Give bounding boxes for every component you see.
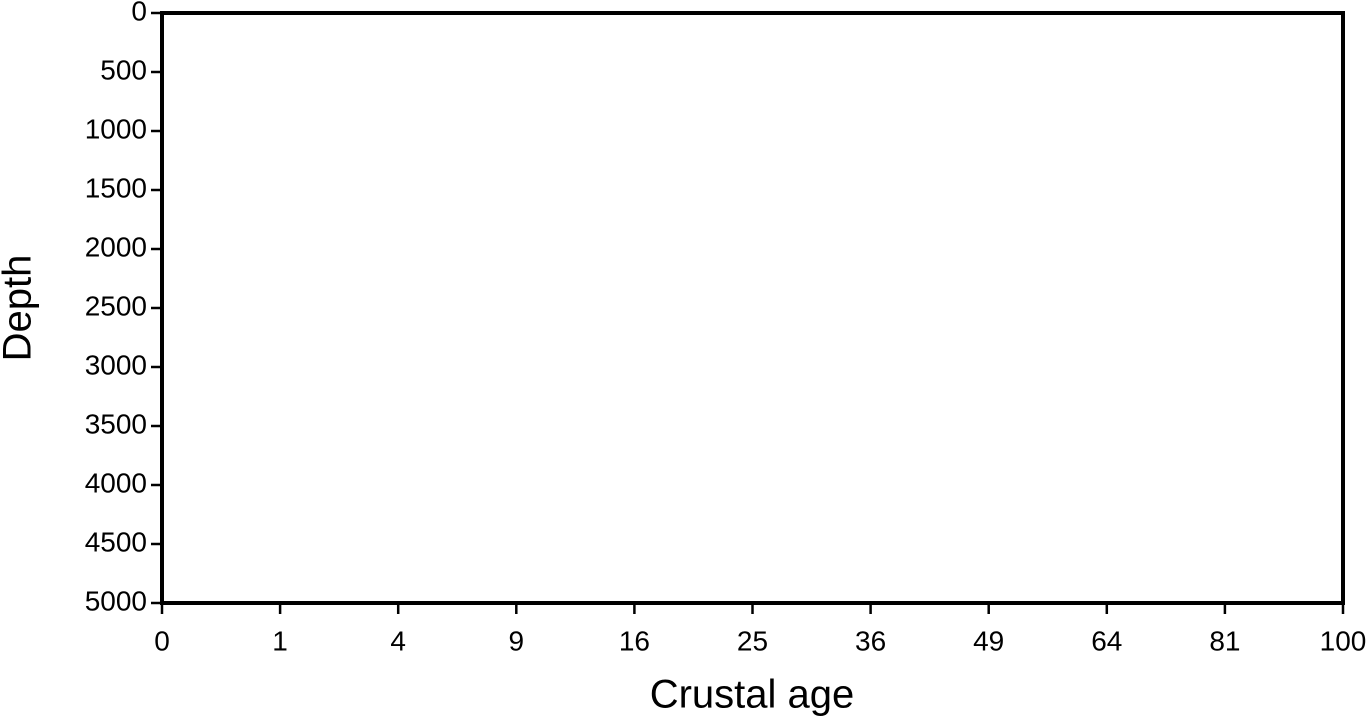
x-tick-label: 4 xyxy=(390,625,406,656)
y-tick-label: 500 xyxy=(100,54,147,85)
x-tick-label: 1 xyxy=(272,625,288,656)
y-tick-label: 4000 xyxy=(85,467,147,498)
y-tick-label: 2000 xyxy=(85,231,147,262)
x-tick-label: 0 xyxy=(154,625,170,656)
x-tick-label: 25 xyxy=(737,625,768,656)
x-tick-label: 64 xyxy=(1091,625,1122,656)
x-axis-title: Crustal age xyxy=(650,673,855,717)
x-tick-label: 100 xyxy=(1320,625,1367,656)
plot-frame xyxy=(160,11,1345,605)
y-tick-label: 4500 xyxy=(85,526,147,557)
x-tick-label: 81 xyxy=(1209,625,1240,656)
y-axis-title: Depth xyxy=(0,255,40,362)
y-tick-label: 2500 xyxy=(85,290,147,321)
y-tick-label: 1500 xyxy=(85,172,147,203)
y-tick-label: 0 xyxy=(131,0,147,26)
y-tick-label: 3500 xyxy=(85,408,147,439)
y-tick-label: 3000 xyxy=(85,349,147,380)
y-tick-label: 1000 xyxy=(85,113,147,144)
x-tick-label: 49 xyxy=(973,625,1004,656)
x-tick-label: 36 xyxy=(855,625,886,656)
x-tick-label: 9 xyxy=(509,625,525,656)
x-tick-label: 16 xyxy=(619,625,650,656)
y-tick-label: 5000 xyxy=(85,585,147,616)
